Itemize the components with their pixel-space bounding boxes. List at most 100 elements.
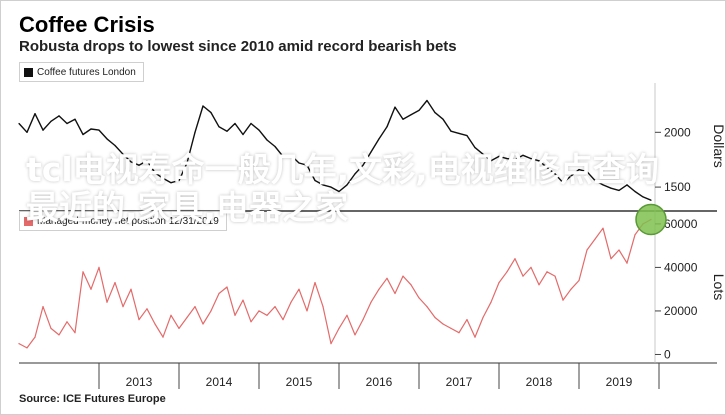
data-point-0-6 [66, 122, 68, 125]
data-point-0-62 [514, 159, 516, 161]
data-point-0-36 [306, 164, 308, 166]
data-point-1-21 [186, 316, 188, 319]
data-point-0-41 [346, 184, 348, 186]
data-point-1-42 [354, 334, 356, 336]
data-point-0-15 [138, 164, 140, 166]
x-tick-label-4: 2017 [446, 375, 473, 389]
data-point-0-18 [162, 177, 164, 179]
data-point-1-49 [410, 284, 412, 286]
data-point-0-47 [394, 106, 396, 108]
data-point-0-23 [202, 105, 204, 107]
data-point-0-32 [274, 145, 276, 148]
data-point-1-47 [394, 292, 396, 295]
chart-subtitle: Robusta drops to lowest since 2010 amid … [19, 38, 457, 55]
data-point-1-33 [282, 319, 284, 321]
data-point-0-30 [258, 129, 260, 131]
y-tick-label-0-0: 1500 [664, 180, 691, 194]
data-point-1-23 [202, 323, 204, 325]
data-point-1-27 [234, 314, 236, 316]
legend-label-position: Managed-money net position 12/31/2019 [37, 215, 219, 227]
data-point-1-14 [130, 288, 132, 290]
data-point-0-67 [554, 173, 556, 175]
data-point-0-75 [618, 189, 620, 191]
y-axis-title-1: Lots [711, 274, 725, 300]
x-tick-label-3: 2016 [366, 375, 393, 389]
data-point-1-75 [618, 249, 620, 251]
data-point-0-55 [458, 132, 460, 134]
data-point-0-21 [186, 162, 188, 164]
data-point-0-40 [338, 190, 340, 193]
data-point-1-56 [466, 319, 468, 321]
data-point-1-37 [314, 282, 316, 284]
data-point-0-70 [578, 169, 580, 171]
data-point-0-22 [194, 131, 196, 133]
data-point-1-30 [258, 310, 260, 312]
data-point-1-64 [530, 266, 532, 268]
data-point-0-8 [82, 133, 84, 136]
y-tick-label-1-3: 60000 [664, 217, 698, 231]
data-point-1-16 [146, 308, 148, 310]
y-tick-label-0-1: 2000 [664, 125, 691, 139]
data-point-1-61 [506, 271, 508, 273]
data-point-1-46 [386, 277, 388, 279]
data-point-0-56 [466, 135, 468, 137]
data-point-0-17 [154, 172, 156, 174]
data-point-1-73 [602, 227, 604, 229]
data-point-1-68 [562, 299, 564, 301]
data-point-1-26 [226, 286, 228, 288]
x-tick-label-5: 2018 [526, 375, 553, 389]
data-point-0-74 [610, 187, 612, 189]
data-point-1-70 [578, 279, 580, 282]
data-point-1-10 [98, 266, 100, 268]
data-point-1-25 [218, 292, 220, 295]
data-point-0-3 [42, 129, 44, 131]
data-point-1-58 [482, 316, 484, 319]
data-point-1-44 [370, 301, 372, 303]
legend-swatch-position [24, 216, 33, 226]
data-point-0-31 [266, 139, 268, 141]
data-point-1-51 [426, 306, 428, 308]
data-point-1-18 [162, 336, 164, 338]
overlay-watermark-text: tcl电视寿命一般几年,文彩,电视维修点查询最近的,家具,电器之家 [26, 150, 659, 227]
data-point-0-78 [642, 196, 644, 198]
data-point-1-12 [114, 282, 116, 284]
y-axis-title-0: Dollars [711, 124, 725, 168]
data-point-0-35 [298, 162, 300, 164]
data-point-0-33 [282, 155, 284, 157]
data-point-0-66 [546, 166, 548, 168]
source-note: Source: ICE Futures Europe [19, 393, 166, 405]
data-point-1-29 [250, 321, 252, 323]
data-point-0-24 [210, 112, 212, 114]
data-point-1-52 [434, 316, 436, 319]
legend-swatch-price [24, 67, 33, 77]
data-point-1-41 [346, 314, 348, 316]
data-point-1-13 [122, 306, 124, 308]
data-point-0-69 [570, 175, 572, 177]
data-point-1-19 [170, 314, 172, 316]
data-point-0-76 [626, 184, 628, 186]
data-point-0-68 [562, 182, 564, 184]
data-point-1-9 [90, 288, 92, 290]
data-point-1-60 [498, 282, 500, 284]
data-point-0-79 [650, 199, 652, 201]
data-point-1-74 [610, 258, 612, 260]
data-point-0-77 [634, 190, 636, 193]
data-point-1-22 [194, 306, 196, 308]
data-point-0-42 [354, 173, 356, 175]
data-point-0-59 [490, 160, 492, 162]
data-point-0-28 [242, 133, 244, 136]
data-point-0-5 [58, 115, 60, 117]
data-point-1-8 [82, 271, 84, 273]
data-point-0-19 [170, 182, 172, 184]
data-point-0-44 [370, 151, 372, 153]
legend-bottom: Managed-money net position 12/31/2019 [19, 211, 227, 231]
highlight-marker [635, 203, 667, 236]
data-point-1-39 [330, 343, 332, 345]
data-point-1-17 [154, 323, 156, 325]
data-point-0-57 [474, 147, 476, 149]
data-point-1-40 [338, 327, 340, 329]
data-point-1-36 [306, 310, 308, 312]
x-tick-label-6: 2019 [606, 375, 633, 389]
data-point-1-7 [74, 332, 76, 334]
